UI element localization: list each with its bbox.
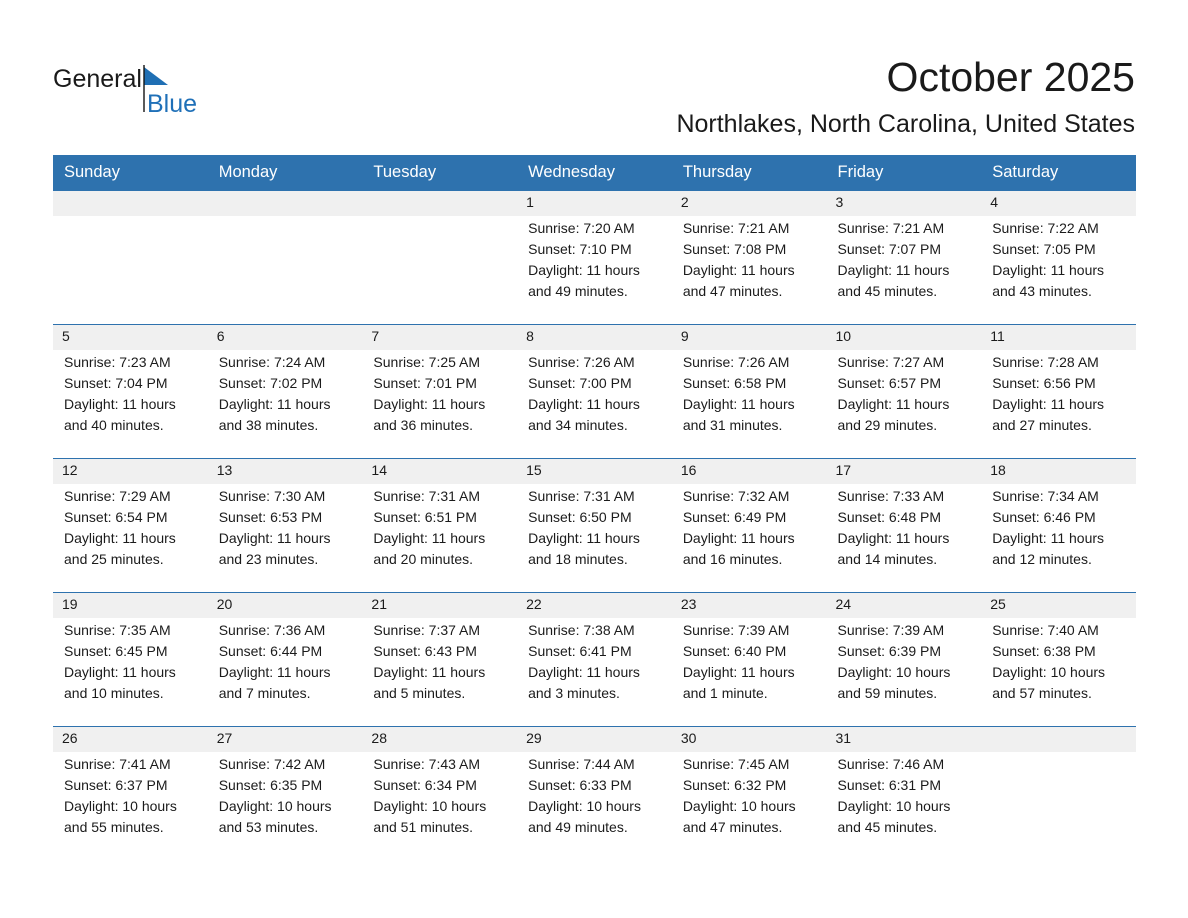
svg-text:Blue: Blue bbox=[147, 90, 197, 118]
svg-text:General: General bbox=[53, 65, 142, 93]
